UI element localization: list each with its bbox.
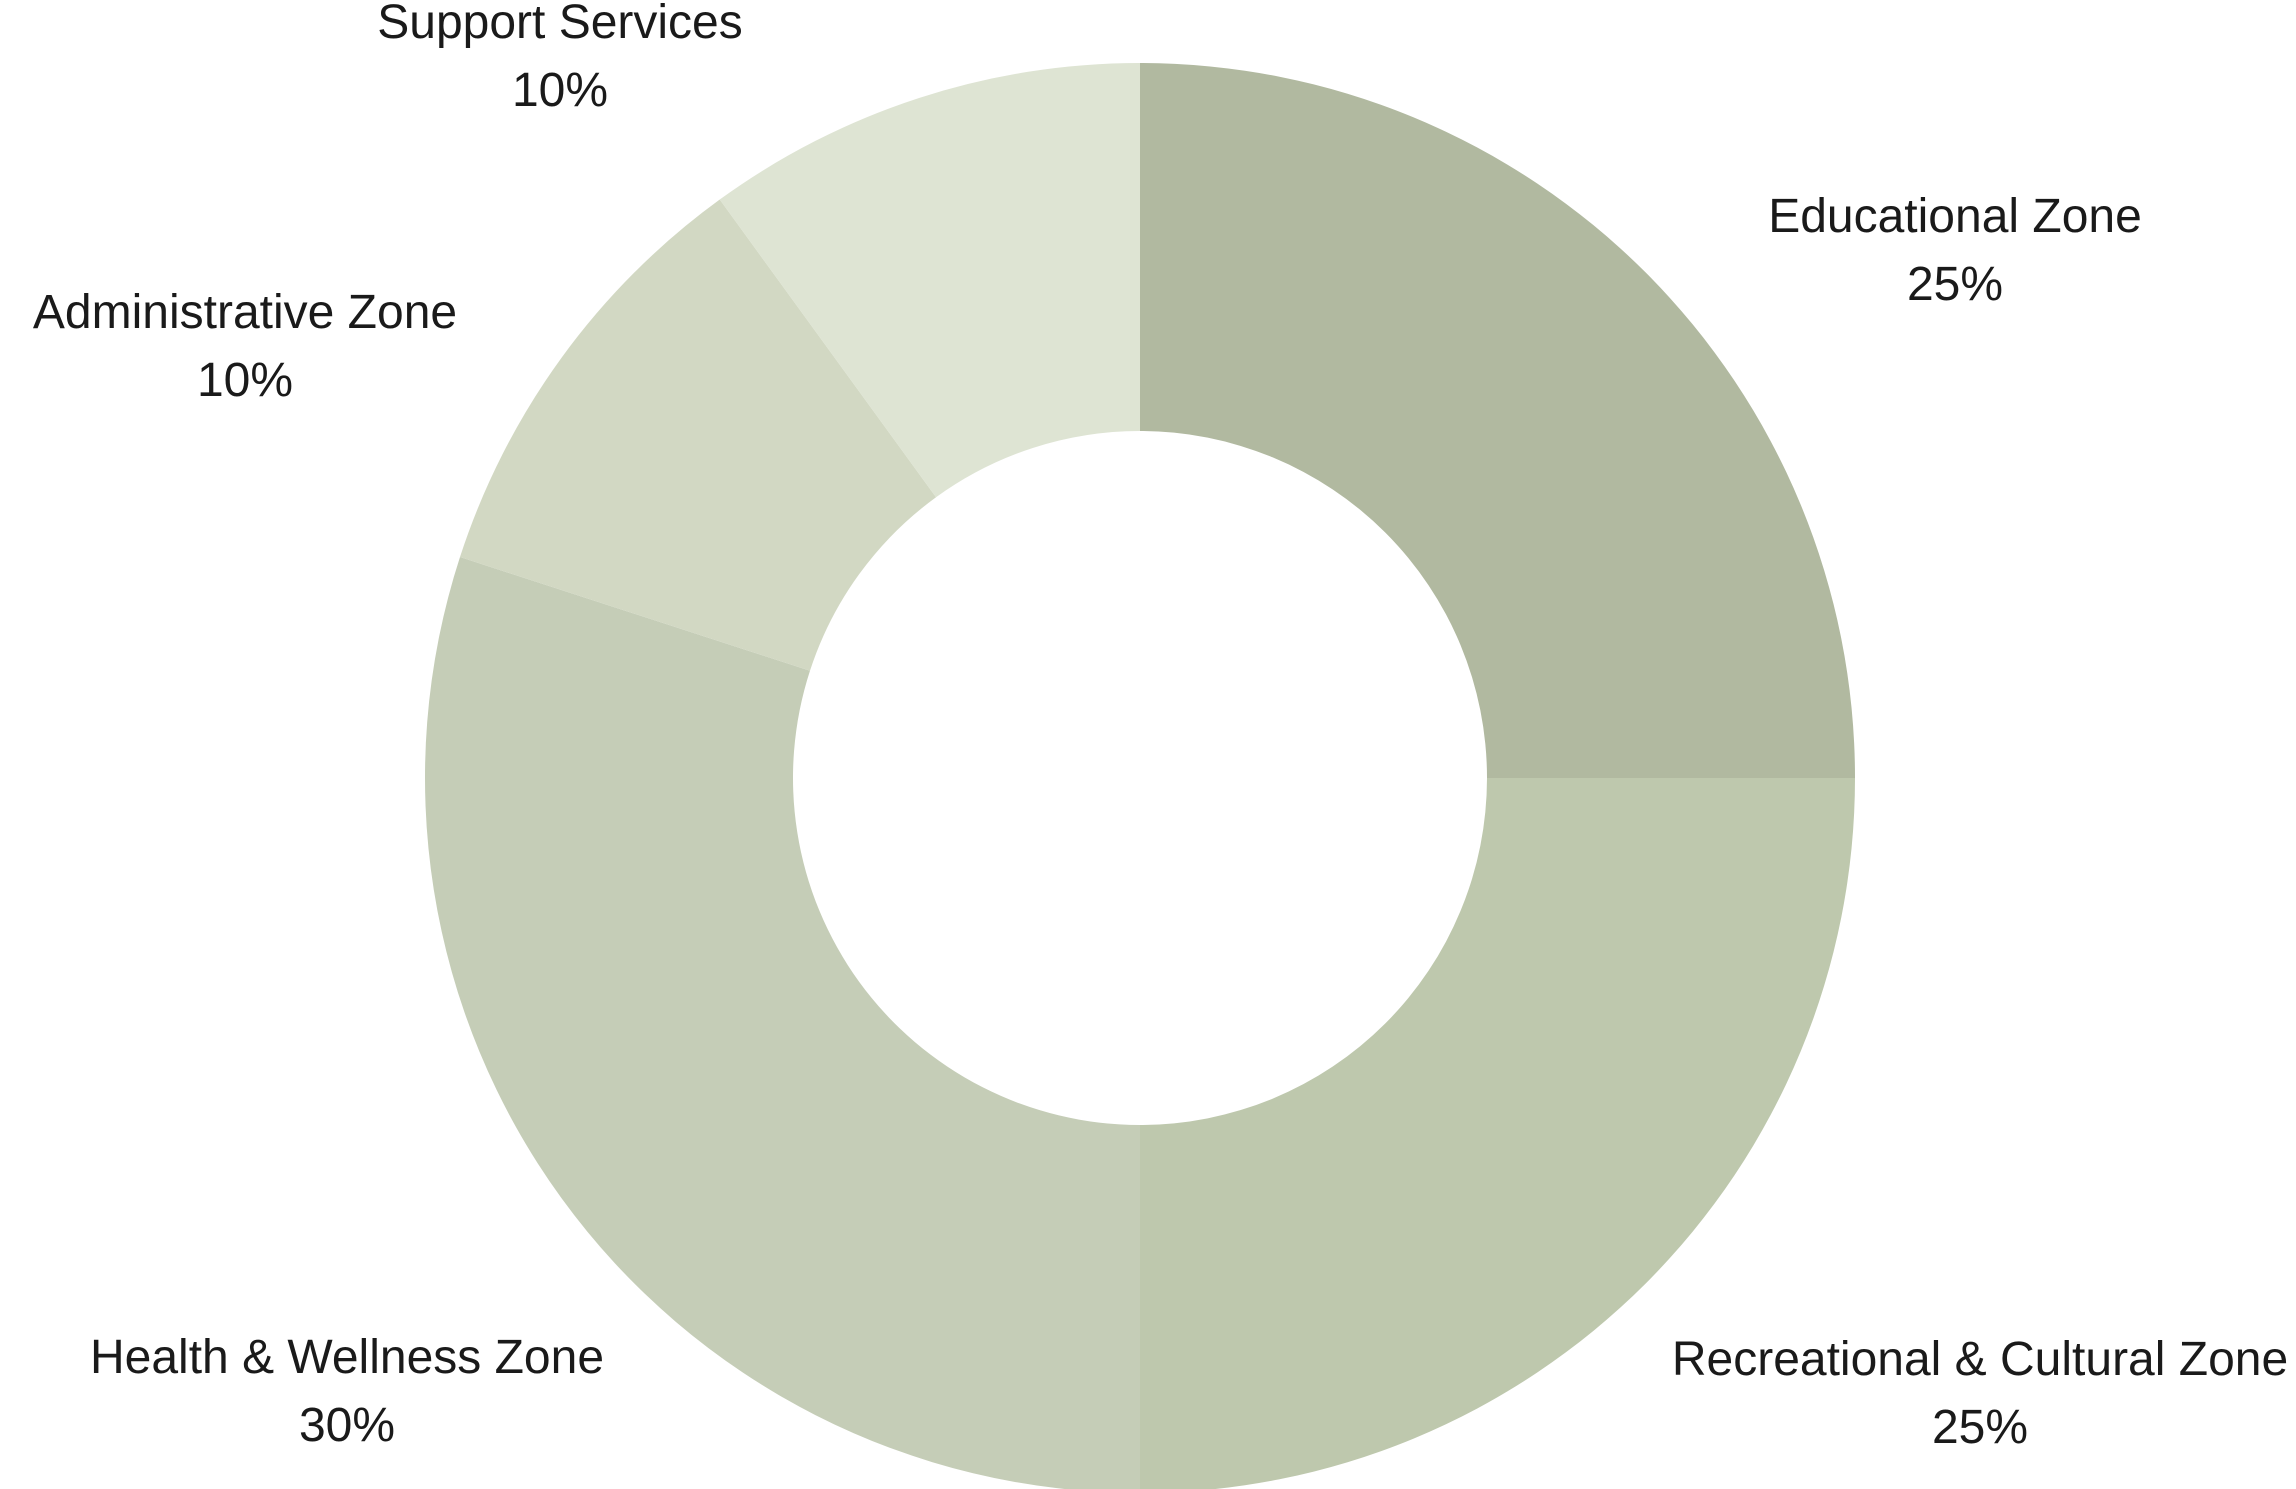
slice-value-label: 10% [197, 354, 293, 407]
slice-value-label: 25% [1907, 258, 2003, 311]
slice-category-label: Administrative Zone [33, 286, 457, 339]
slice-support-services [719, 63, 1140, 498]
slice-category-label: Support Services [377, 0, 743, 49]
slice-educational [1140, 63, 1855, 778]
chart-slices [425, 63, 1855, 1489]
label-educational: Educational Zone 25% [1768, 190, 2142, 311]
slice-recreational-cultural [1140, 778, 1855, 1489]
slice-value-label: 30% [299, 1399, 395, 1452]
slice-value-label: 25% [1932, 1401, 2028, 1454]
slice-category-label: Health & Wellness Zone [90, 1331, 604, 1384]
label-administrative: Administrative Zone 10% [33, 286, 457, 407]
slice-category-label: Educational Zone [1768, 190, 2142, 243]
label-health-wellness: Health & Wellness Zone 30% [90, 1331, 604, 1452]
slice-health-wellness [425, 557, 1140, 1489]
label-recreational-cultural: Recreational & Cultural Zone 25% [1672, 1333, 2288, 1454]
slice-value-label: 10% [512, 64, 608, 117]
label-support-services: Support Services 10% [377, 0, 743, 117]
slice-administrative [459, 199, 937, 671]
chart-labels: Educational Zone 25%Recreational & Cultur… [33, 0, 2288, 1454]
slice-category-label: Recreational & Cultural Zone [1672, 1333, 2288, 1386]
